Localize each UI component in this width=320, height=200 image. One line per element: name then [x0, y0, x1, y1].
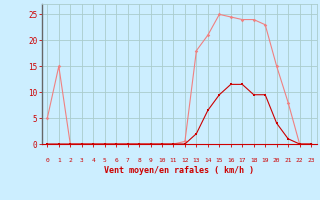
X-axis label: Vent moyen/en rafales ( km/h ): Vent moyen/en rafales ( km/h ): [104, 166, 254, 175]
